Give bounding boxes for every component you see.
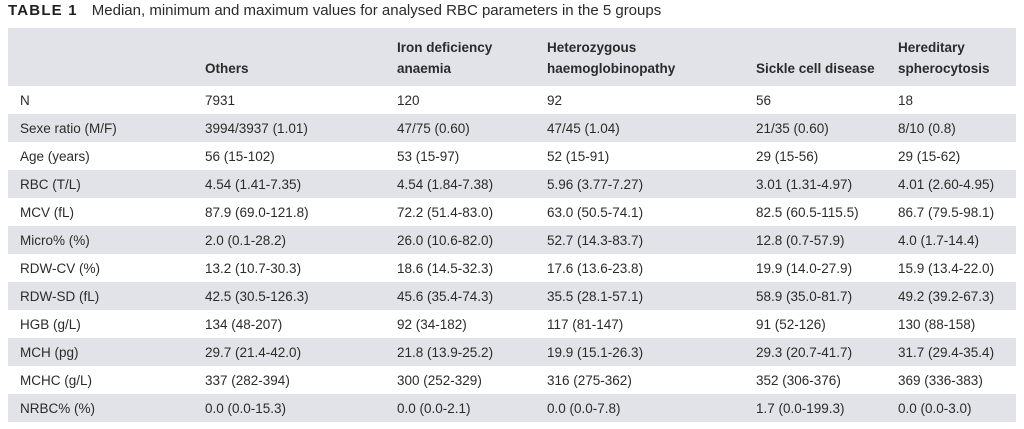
- cell-parameter: Age (years): [20, 148, 90, 164]
- cell-parameter: RDW-CV (%): [20, 260, 100, 276]
- cell-heterozygous: 63.0 (50.5-74.1): [547, 204, 644, 220]
- cell-others: 337 (282-394): [205, 372, 290, 388]
- header-cell-parameter: [8, 28, 193, 86]
- cell-iron-deficiency: 72.2 (51.4-83.0): [397, 204, 494, 220]
- cell-others: 134 (48-207): [205, 316, 283, 332]
- cell-spherocytosis: 49.2 (39.2-67.3): [898, 288, 995, 304]
- table-row: Sexe ratio (M/F) 3994/3937 (1.01) 47/75 (0…: [8, 114, 1016, 142]
- cell-sickle-cell: 3.01 (1.31-4.97): [756, 176, 853, 192]
- cell-others: 29.7 (21.4-42.0): [205, 344, 302, 360]
- cell-sickle-cell: 19.9 (14.0-27.9): [756, 260, 853, 276]
- cell-sickle-cell: 12.8 (0.7-57.9): [756, 232, 845, 248]
- header-cell-sickle-cell: Sickle cell disease: [756, 61, 875, 76]
- cell-sickle-cell: 91 (52-126): [756, 316, 826, 332]
- cell-spherocytosis: 8/10 (0.8): [898, 120, 956, 136]
- cell-parameter: RDW-SD (fL): [20, 288, 100, 304]
- cell-sickle-cell: 29 (15-56): [756, 148, 819, 164]
- cell-sickle-cell: 21/35 (0.60): [756, 120, 829, 136]
- cell-sickle-cell: 56: [756, 92, 772, 108]
- cell-others: 42.5 (30.5-126.3): [205, 288, 309, 304]
- cell-spherocytosis: 18: [898, 92, 914, 108]
- cell-parameter: Micro% (%): [20, 232, 90, 248]
- cell-iron-deficiency: 21.8 (13.9-25.2): [397, 344, 494, 360]
- cell-spherocytosis: 31.7 (29.4-35.4): [898, 344, 995, 360]
- cell-spherocytosis: 130 (88-158): [898, 316, 976, 332]
- cell-others: 3994/3937 (1.01): [205, 120, 308, 136]
- header-cell-others: Others: [205, 61, 249, 76]
- cell-spherocytosis: 86.7 (79.5-98.1): [898, 204, 995, 220]
- cell-spherocytosis: 15.9 (13.4-22.0): [898, 260, 995, 276]
- cell-iron-deficiency: 45.6 (35.4-74.3): [397, 288, 494, 304]
- table-body: N 7931 120 92 56 18 Sexe ratio (M/F) 3994/3937 …: [8, 86, 1016, 422]
- table-row: MCH (pg) 29.7 (21.4-42.0) 21.8 (13.9-25.2)…: [8, 338, 1016, 366]
- cell-others: 13.2 (10.7-30.3): [205, 260, 302, 276]
- table-caption: TABLE 1 Median, minimum and maximum value…: [8, 0, 661, 22]
- cell-parameter: MCH (pg): [20, 344, 79, 360]
- table-header-row: Others Iron deficiency anaemia Heterozyg…: [8, 28, 1016, 86]
- cell-sickle-cell: 29.3 (20.7-41.7): [756, 344, 853, 360]
- cell-iron-deficiency: 53 (15-97): [397, 148, 460, 164]
- cell-parameter: Sexe ratio (M/F): [20, 120, 117, 136]
- table-row: RDW-SD (fL) 42.5 (30.5-126.3) 45.6 (35.4-7…: [8, 282, 1016, 310]
- cell-spherocytosis: 4.0 (1.7-14.4): [898, 232, 980, 248]
- table-row: MCHC (g/L) 337 (282-394) 300 (252-329) 316 …: [8, 366, 1016, 394]
- table-label: TABLE 1: [8, 2, 78, 19]
- cell-heterozygous: 17.6 (13.6-23.8): [547, 260, 644, 276]
- table-row: RBC (T/L) 4.54 (1.41-7.35) 4.54 (1.84-7.38…: [8, 170, 1016, 198]
- table-row: Age (years) 56 (15-102) 53 (15-97) 52 (15-9…: [8, 142, 1016, 170]
- cell-sickle-cell: 58.9 (35.0-81.7): [756, 288, 853, 304]
- cell-parameter: MCHC (g/L): [20, 372, 93, 388]
- cell-spherocytosis: 0.0 (0.0-3.0): [898, 400, 972, 416]
- cell-iron-deficiency: 26.0 (10.6-82.0): [397, 232, 494, 248]
- cell-iron-deficiency: 300 (252-329): [397, 372, 482, 388]
- table-row: Micro% (%) 2.0 (0.1-28.2) 26.0 (10.6-82.0)…: [8, 226, 1016, 254]
- cell-heterozygous: 5.96 (3.77-7.27): [547, 176, 644, 192]
- table-row: MCV (fL) 87.9 (69.0-121.8) 72.2 (51.4-83.0…: [8, 198, 1016, 226]
- rbc-parameters-table: Others Iron deficiency anaemia Heterozyg…: [8, 28, 1016, 422]
- cell-others: 2.0 (0.1-28.2): [205, 232, 287, 248]
- cell-spherocytosis: 29 (15-62): [898, 148, 961, 164]
- cell-spherocytosis: 4.01 (2.60-4.95): [898, 176, 995, 192]
- cell-parameter: HGB (g/L): [20, 316, 81, 332]
- table-title: Median, minimum and maximum values for a…: [91, 2, 662, 19]
- cell-iron-deficiency: 4.54 (1.84-7.38): [397, 176, 494, 192]
- cell-parameter: MCV (fL): [20, 204, 74, 220]
- cell-others: 7931: [205, 92, 236, 108]
- cell-others: 4.54 (1.41-7.35): [205, 176, 302, 192]
- cell-heterozygous: 117 (81-147): [547, 316, 624, 332]
- header-cell-spherocytosis: Hereditary spherocytosis: [898, 40, 990, 76]
- cell-parameter: RBC (T/L): [20, 176, 81, 192]
- cell-heterozygous: 316 (275-362): [547, 372, 632, 388]
- cell-others: 56 (15-102): [205, 148, 275, 164]
- cell-heterozygous: 19.9 (15.1-26.3): [547, 344, 644, 360]
- cell-parameter: NRBC% (%): [20, 400, 96, 416]
- header-cell-heterozygous: Heterozygous haemoglobinopathy: [547, 40, 676, 76]
- cell-heterozygous: 92: [547, 92, 563, 108]
- cell-others: 87.9 (69.0-121.8): [205, 204, 309, 220]
- cell-spherocytosis: 369 (336-383): [898, 372, 983, 388]
- cell-heterozygous: 0.0 (0.0-7.8): [547, 400, 621, 416]
- cell-iron-deficiency: 47/75 (0.60): [397, 120, 470, 136]
- cell-heterozygous: 47/45 (1.04): [547, 120, 620, 136]
- cell-others: 0.0 (0.0-15.3): [205, 400, 287, 416]
- table-row: HGB (g/L) 134 (48-207) 92 (34-182) 117 (81-…: [8, 310, 1016, 338]
- header-cell-iron-deficiency: Iron deficiency anaemia: [397, 40, 493, 76]
- cell-iron-deficiency: 0.0 (0.0-2.1): [397, 400, 471, 416]
- table-row: NRBC% (%) 0.0 (0.0-15.3) 0.0 (0.0-2.1) 0.0 …: [8, 394, 1016, 422]
- cell-heterozygous: 52.7 (14.3-83.7): [547, 232, 644, 248]
- cell-iron-deficiency: 18.6 (14.5-32.3): [397, 260, 494, 276]
- cell-sickle-cell: 1.7 (0.0-199.3): [756, 400, 845, 416]
- cell-parameter: N: [20, 92, 30, 108]
- cell-heterozygous: 52 (15-91): [547, 148, 610, 164]
- cell-heterozygous: 35.5 (28.1-57.1): [547, 288, 644, 304]
- table-row: RDW-CV (%) 13.2 (10.7-30.3) 18.6 (14.5-32.…: [8, 254, 1016, 282]
- table-row: N 7931 120 92 56 18: [8, 86, 1016, 114]
- cell-sickle-cell: 82.5 (60.5-115.5): [756, 204, 859, 220]
- cell-iron-deficiency: 92 (34-182): [397, 316, 467, 332]
- cell-iron-deficiency: 120: [397, 92, 420, 108]
- cell-sickle-cell: 352 (306-376): [756, 372, 841, 388]
